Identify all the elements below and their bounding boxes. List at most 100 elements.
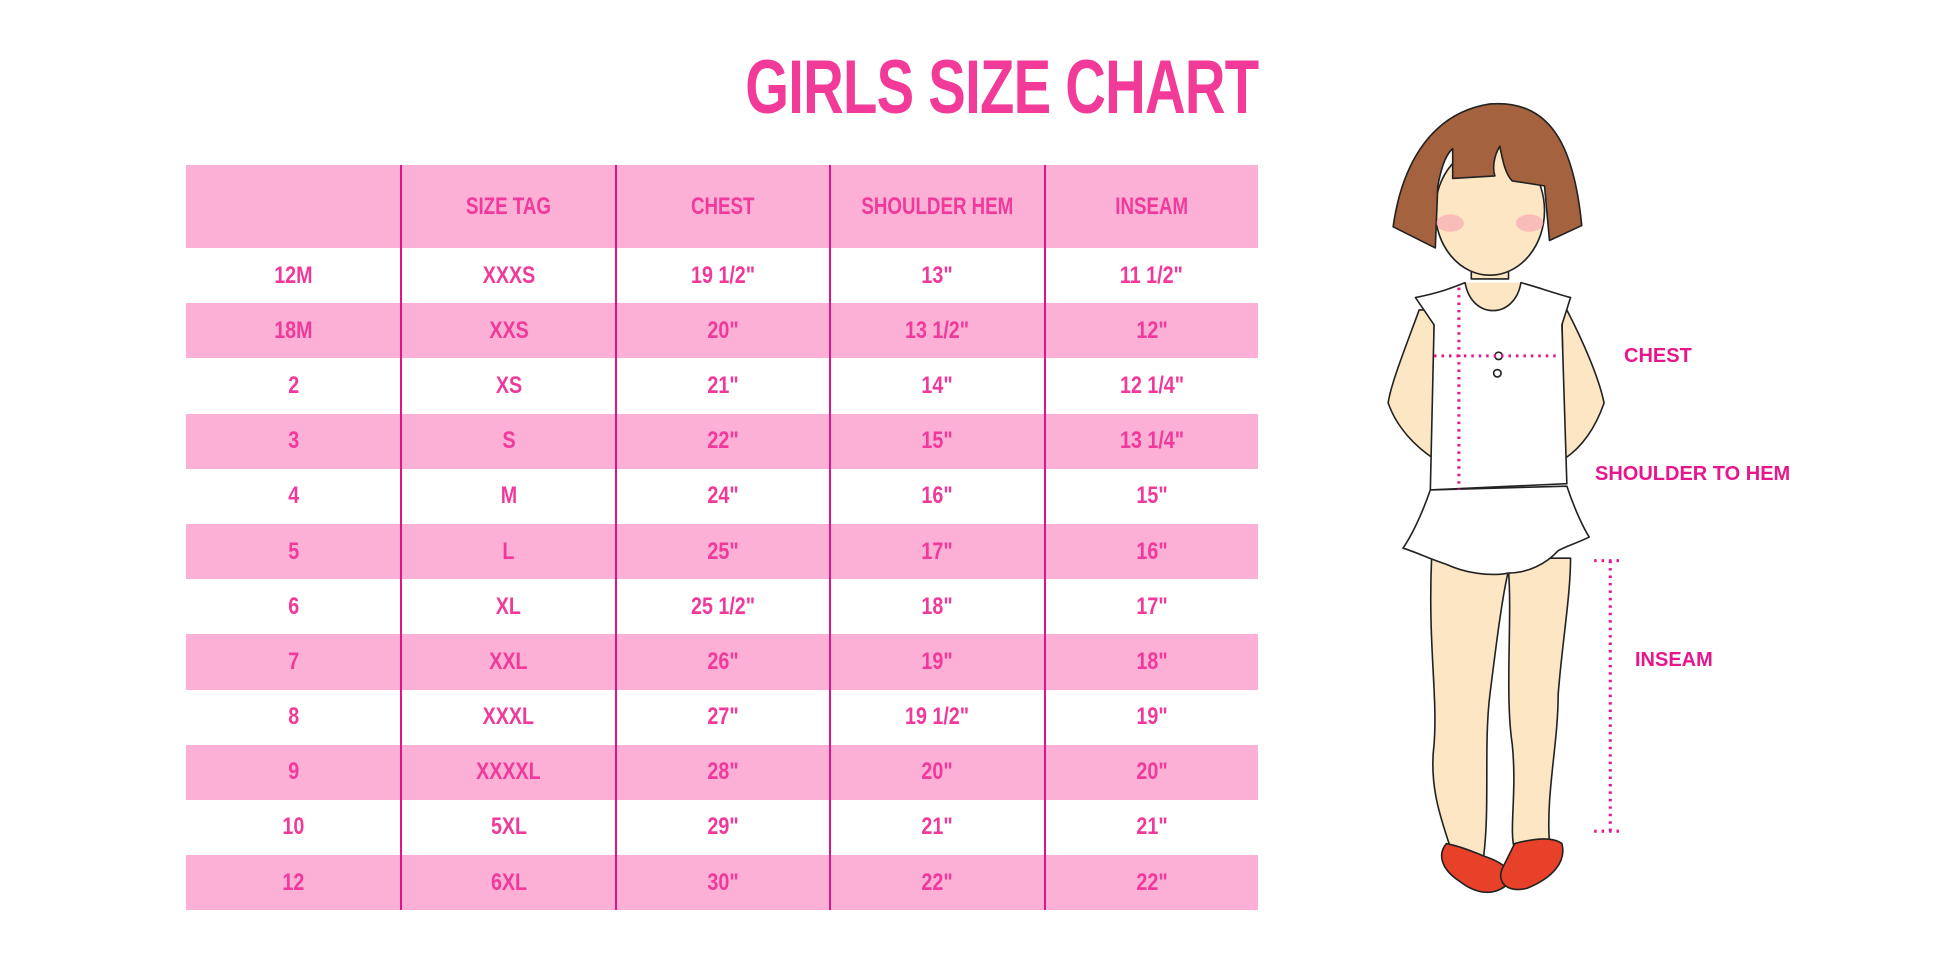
cell-value: 29" bbox=[707, 813, 739, 841]
table-cell: 21" bbox=[1043, 799, 1258, 856]
cell-value: 12" bbox=[1136, 316, 1168, 344]
table-cell: 20" bbox=[614, 303, 829, 359]
cell-value: 18" bbox=[1136, 647, 1168, 675]
cell-value: 27" bbox=[707, 703, 739, 731]
cell-value: 19 1/2" bbox=[905, 703, 970, 731]
cell-value: 3 bbox=[287, 427, 299, 455]
cell-value: 19" bbox=[921, 647, 953, 675]
table-cell: 12 bbox=[186, 855, 400, 910]
table-cell: 15" bbox=[1043, 468, 1258, 524]
table-cell: 12M bbox=[186, 248, 400, 303]
table-cell: 3 bbox=[186, 414, 400, 469]
table-cell: 13 1/2" bbox=[829, 303, 1043, 359]
cell-value: 8 bbox=[287, 703, 299, 731]
table-cell: 17" bbox=[829, 523, 1043, 580]
table-cell: 8 bbox=[186, 690, 400, 745]
table-row: 4 M 24" 16" 15" bbox=[186, 468, 1258, 524]
table-cell: 25 1/2" bbox=[614, 579, 829, 635]
table-cell: 11 1/2" bbox=[1043, 248, 1258, 304]
cell-value: 30" bbox=[707, 868, 739, 896]
table-row: 3 S 22" 15" 13 1/4" bbox=[186, 413, 1258, 469]
table-cell: L bbox=[400, 523, 614, 580]
table-cell: 17" bbox=[1043, 579, 1258, 635]
cell-value: 20" bbox=[1136, 758, 1168, 786]
table-row: 12M XXXS 19 1/2" 13" 11 1/2" bbox=[186, 248, 1258, 304]
girl-measurement-illustration bbox=[1387, 102, 1622, 894]
table-header-row: SIZE TAG CHEST SHOULDER HEM INSEAM bbox=[186, 165, 1258, 248]
table-cell: 16" bbox=[1043, 523, 1258, 580]
cell-value: 26" bbox=[707, 647, 739, 675]
cell-value: 18M bbox=[274, 316, 313, 344]
table-cell: 30" bbox=[614, 855, 829, 911]
table-cell: 16" bbox=[829, 468, 1043, 524]
inseam-label: INSEAM bbox=[1635, 649, 1713, 671]
table-cell: XL bbox=[400, 579, 614, 635]
header-cell: SIZE TAG bbox=[400, 165, 614, 248]
header-cell: CHEST bbox=[614, 165, 829, 248]
cell-value: 14" bbox=[921, 371, 953, 399]
right-shoe bbox=[1500, 838, 1564, 891]
header-cell: SHOULDER HEM bbox=[829, 165, 1043, 248]
cell-value: L bbox=[502, 537, 515, 565]
header-label: CHEST bbox=[691, 192, 755, 220]
table-cell: 24" bbox=[614, 468, 829, 524]
cell-value: 15" bbox=[921, 427, 953, 455]
table-cell: 10 bbox=[186, 800, 400, 855]
cell-value: 25 1/2" bbox=[690, 592, 756, 620]
skirt bbox=[1402, 485, 1590, 576]
table-cell: 22" bbox=[1043, 855, 1258, 911]
table-cell: XXXS bbox=[400, 248, 614, 304]
cell-value: XXXXL bbox=[476, 758, 541, 786]
cell-value: 11 1/2" bbox=[1120, 261, 1184, 289]
cell-value: S bbox=[502, 427, 516, 455]
cell-value: 12 bbox=[282, 868, 305, 896]
table-cell: 13 1/4" bbox=[1043, 413, 1258, 469]
table-cell: 19" bbox=[829, 634, 1043, 690]
cell-value: 16" bbox=[921, 482, 953, 510]
table-row: 7 XXL 26" 19" 18" bbox=[186, 634, 1258, 690]
table-cell: 27" bbox=[614, 689, 829, 745]
table-cell: 20" bbox=[829, 744, 1043, 800]
left-arm bbox=[1387, 309, 1435, 460]
cell-value: 16" bbox=[1136, 537, 1168, 565]
table-cell: 6XL bbox=[400, 855, 614, 911]
cell-value: XXXL bbox=[482, 703, 535, 731]
cell-value: 20" bbox=[921, 758, 953, 786]
table-cell: XXL bbox=[400, 634, 614, 690]
cell-value: 19" bbox=[1136, 703, 1168, 731]
table-row: 10 5XL 29" 21" 21" bbox=[186, 799, 1258, 856]
cell-value: 10 bbox=[282, 813, 305, 841]
table-cell: 5XL bbox=[400, 799, 614, 856]
table-cell: M bbox=[400, 468, 614, 524]
hair bbox=[1392, 102, 1583, 249]
table-row: 8 XXXL 27" 19 1/2" 19" bbox=[186, 689, 1258, 745]
table-row: 6 XL 25 1/2" 18" 17" bbox=[186, 579, 1258, 635]
table-cell: 25" bbox=[614, 523, 829, 580]
table-cell: 2 bbox=[186, 358, 400, 413]
cell-value: XXS bbox=[488, 316, 529, 344]
table-cell: XXXXL bbox=[400, 744, 614, 800]
table-cell: 7 bbox=[186, 634, 400, 689]
cell-value: 21" bbox=[707, 371, 739, 399]
table-cell: S bbox=[400, 413, 614, 469]
cell-value: 22" bbox=[921, 868, 953, 896]
cell-value: 2 bbox=[287, 371, 299, 399]
table-cell: 20" bbox=[1043, 744, 1258, 800]
cell-value: 13 1/4" bbox=[1119, 427, 1184, 455]
table-cell: 5 bbox=[186, 524, 400, 579]
cell-value: 6 bbox=[287, 592, 299, 620]
page-title: GIRLS SIZE CHART bbox=[744, 45, 1259, 130]
table-cell: 12" bbox=[1043, 303, 1258, 359]
cell-value: 5XL bbox=[490, 813, 527, 841]
table-cell: XS bbox=[400, 358, 614, 414]
cell-value: 25" bbox=[707, 537, 739, 565]
cell-value: XXXS bbox=[482, 261, 535, 289]
right-arm bbox=[1561, 309, 1605, 460]
cell-value: 20" bbox=[707, 316, 739, 344]
table-cell: 12 1/4" bbox=[1043, 358, 1258, 414]
chest-label: CHEST bbox=[1624, 345, 1692, 367]
table-row: 5 L 25" 17" 16" bbox=[186, 523, 1258, 580]
cell-value: 7 bbox=[287, 647, 299, 675]
cell-value: 13 1/2" bbox=[905, 316, 970, 344]
table-cell: 18" bbox=[1043, 634, 1258, 690]
